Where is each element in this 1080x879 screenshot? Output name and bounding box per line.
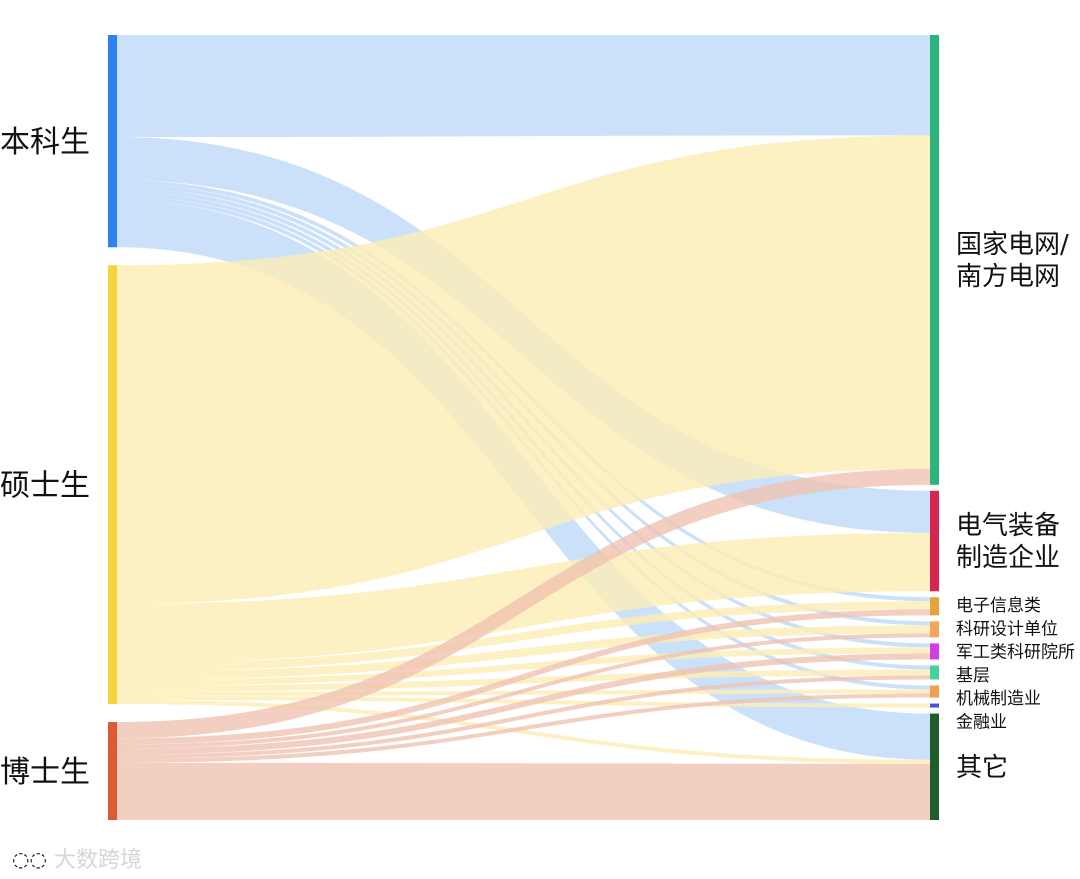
flow-博士生-to-军工类科研院所 bbox=[117, 653, 930, 755]
flow-硕士生-to-其它 bbox=[117, 699, 930, 764]
target-label-国家电网-南方电网: 国家电网/南方电网 bbox=[956, 230, 1069, 292]
target-node-国家电网-南方电网 bbox=[930, 35, 939, 485]
target-label-电子信息类: 电子信息类 bbox=[956, 596, 1041, 616]
target-label-金融业: 金融业 bbox=[956, 713, 1007, 733]
flow-links bbox=[117, 35, 930, 820]
flow-硕士生-to-国家电网-南方电网 bbox=[117, 135, 930, 605]
target-label-电气装备制造企业: 电气装备制造企业 bbox=[956, 511, 1060, 573]
source-label-本科生: 本科生 bbox=[0, 125, 90, 160]
flow-硕士生-to-基层 bbox=[117, 669, 930, 692]
watermark-text: 大数跨境 bbox=[54, 848, 142, 873]
source-node-博士生 bbox=[108, 722, 117, 820]
source-node-本科生 bbox=[108, 35, 117, 248]
flow-博士生-to-机械制造业 bbox=[117, 693, 930, 763]
target-label-其它: 其它 bbox=[956, 753, 1008, 783]
flow-本科生-to-国家电网-南方电网 bbox=[117, 35, 930, 138]
source-label-博士生: 博士生 bbox=[0, 755, 90, 790]
target-node-基层 bbox=[930, 665, 939, 680]
watermark-logo-icon: ◌◌ bbox=[12, 847, 47, 871]
target-node-科研设计单位 bbox=[930, 621, 939, 638]
target-node-电气装备制造企业 bbox=[930, 490, 939, 592]
target-node-电子信息类 bbox=[930, 597, 939, 616]
flow-博士生-to-科研设计单位 bbox=[117, 633, 930, 749]
flow-硕士生-to-科研设计单位 bbox=[117, 625, 930, 680]
source-node-硕士生 bbox=[108, 265, 117, 705]
target-label-科研设计单位: 科研设计单位 bbox=[956, 619, 1058, 639]
flow-博士生-to-电子信息类 bbox=[117, 609, 930, 745]
target-node-金融业 bbox=[930, 703, 939, 708]
flow-博士生-to-基层 bbox=[117, 675, 930, 759]
target-label-机械制造业: 机械制造业 bbox=[956, 689, 1041, 709]
source-label-硕士生: 硕士生 bbox=[0, 469, 90, 504]
target-node-其它 bbox=[930, 713, 939, 820]
target-label-军工类科研院所: 军工类科研院所 bbox=[956, 643, 1075, 663]
flow-博士生-to-其它 bbox=[117, 762, 930, 820]
flow-博士生-to-国家电网-南方电网 bbox=[117, 468, 930, 739]
flow-硕士生-to-电子信息类 bbox=[117, 601, 930, 672]
watermark: ◌◌ 大数跨境 bbox=[12, 847, 142, 873]
nodes bbox=[108, 35, 939, 820]
target-label-基层: 基层 bbox=[956, 666, 990, 686]
target-node-军工类科研院所 bbox=[930, 643, 939, 660]
flow-硕士生-to-军工类科研院所 bbox=[117, 647, 930, 686]
target-node-机械制造业 bbox=[930, 685, 939, 698]
